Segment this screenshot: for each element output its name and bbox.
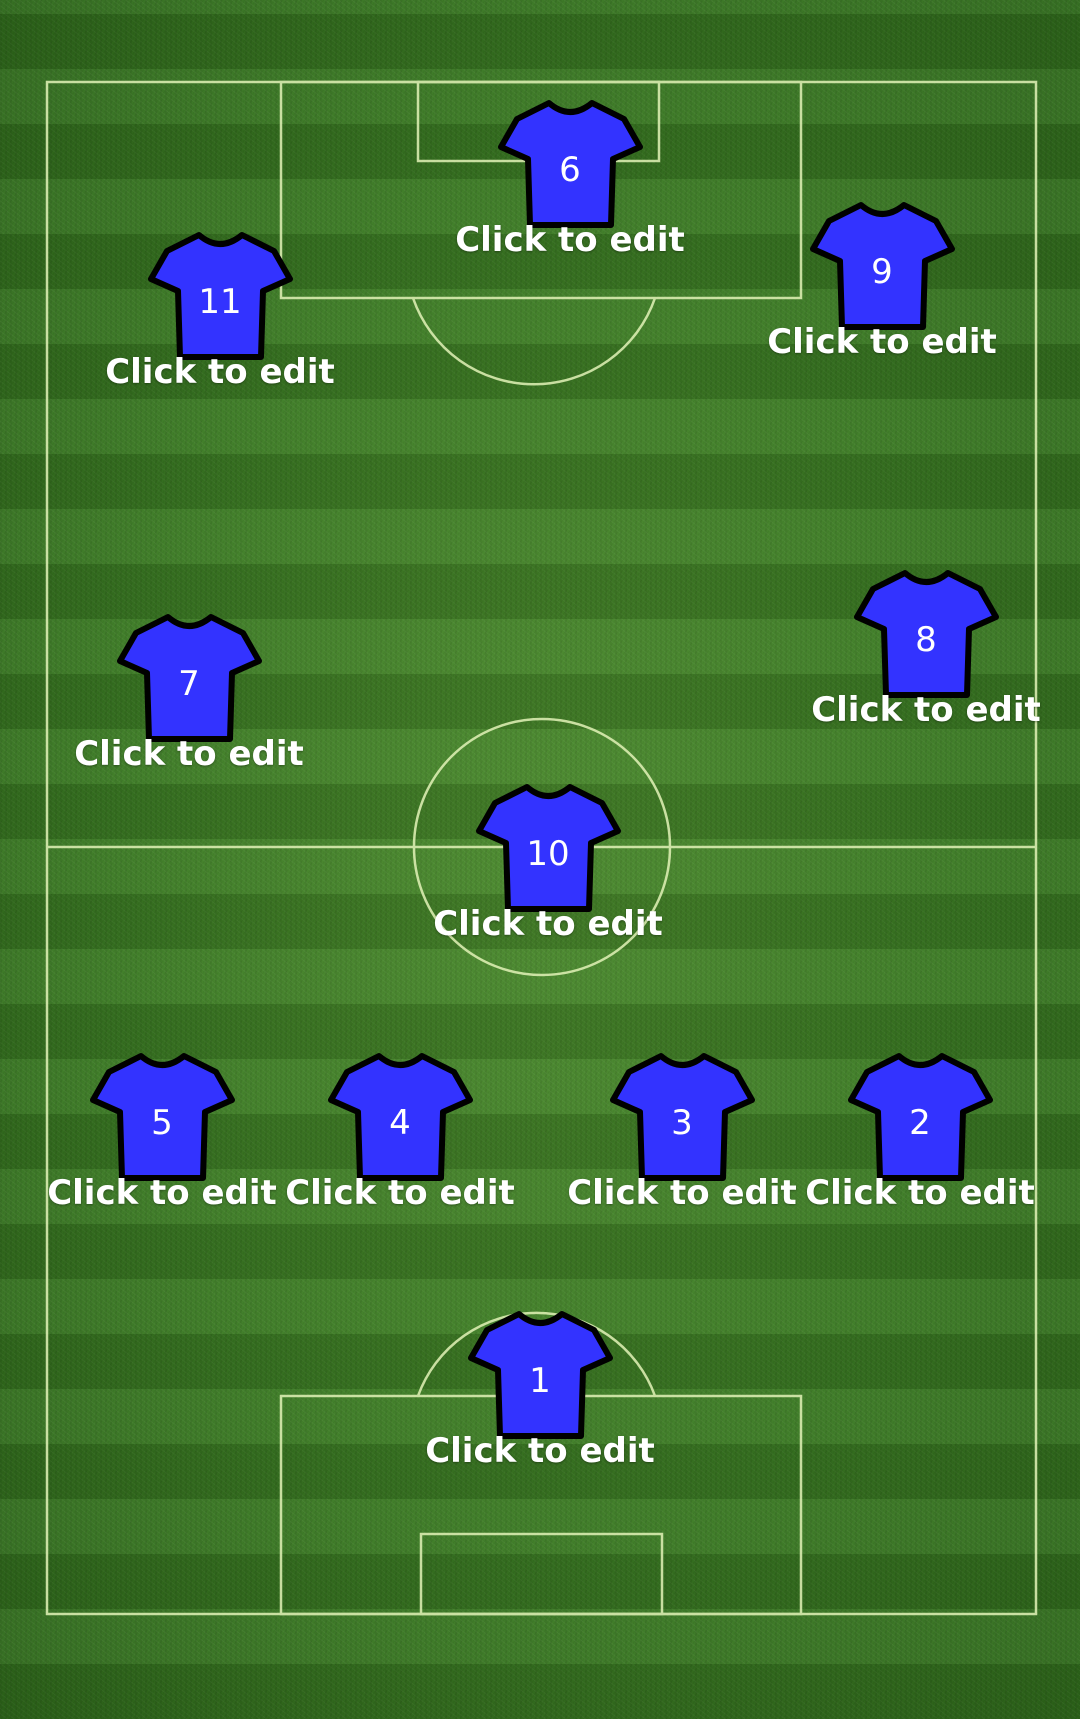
player-1[interactable]: 1 Click to edit	[420, 1310, 660, 1468]
player-name-label[interactable]: Click to edit	[433, 904, 663, 944]
shirt-number: 3	[671, 1103, 693, 1143]
shirt-number: 9	[871, 252, 893, 292]
shirt-number: 5	[151, 1103, 173, 1143]
player-name-label[interactable]: Click to edit	[811, 690, 1041, 730]
player-name-label[interactable]: Click to edit	[805, 1173, 1035, 1213]
shirt-number: 7	[178, 664, 200, 704]
player-5[interactable]: 5 Click to edit	[42, 1052, 282, 1210]
bottom-penalty-arc	[416, 1311, 657, 1397]
player-name-label[interactable]: Click to edit	[455, 220, 685, 260]
shirt-icon: 2	[847, 1053, 993, 1181]
player-name-label[interactable]: Click to edit	[47, 1173, 277, 1213]
shirt-icon: 3	[609, 1053, 755, 1181]
shirt-icon: 9	[809, 202, 955, 330]
shirt-number: 1	[529, 1361, 551, 1401]
shirt-icon: 5	[89, 1053, 235, 1181]
player-2[interactable]: 2 Click to edit	[800, 1052, 1040, 1210]
shirt-number: 6	[559, 150, 581, 190]
shirt-icon: 7	[116, 614, 262, 742]
center-circle	[412, 717, 672, 977]
player-11[interactable]: 11 Click to edit	[100, 231, 340, 389]
player-name-label[interactable]: Click to edit	[425, 1431, 655, 1471]
player-10[interactable]: 10 Click to edit	[428, 783, 668, 941]
player-9[interactable]: 9 Click to edit	[762, 201, 1002, 359]
top-penalty-arc	[411, 297, 657, 386]
shirt-icon: 1	[467, 1311, 613, 1439]
shirt-icon: 10	[475, 784, 621, 912]
shirt-icon: 6	[497, 100, 643, 228]
player-6[interactable]: 6 Click to edit	[450, 99, 690, 257]
shirt-icon: 11	[147, 232, 293, 360]
shirt-icon: 8	[853, 570, 999, 698]
bottom-goal-box	[419, 1532, 664, 1616]
player-8[interactable]: 8 Click to edit	[806, 569, 1046, 727]
player-name-label[interactable]: Click to edit	[567, 1173, 797, 1213]
player-name-label[interactable]: Click to edit	[105, 352, 335, 392]
player-name-label[interactable]: Click to edit	[767, 322, 997, 362]
player-name-label[interactable]: Click to edit	[285, 1173, 515, 1213]
shirt-number: 10	[526, 834, 569, 874]
shirt-number: 4	[389, 1103, 411, 1143]
shirt-number: 8	[915, 620, 937, 660]
shirt-number: 2	[909, 1103, 931, 1143]
shirt-icon: 4	[327, 1053, 473, 1181]
player-name-label[interactable]: Click to edit	[74, 734, 304, 774]
shirt-number: 11	[198, 282, 241, 322]
player-7[interactable]: 7 Click to edit	[69, 613, 309, 771]
player-3[interactable]: 3 Click to edit	[562, 1052, 802, 1210]
player-4[interactable]: 4 Click to edit	[280, 1052, 520, 1210]
